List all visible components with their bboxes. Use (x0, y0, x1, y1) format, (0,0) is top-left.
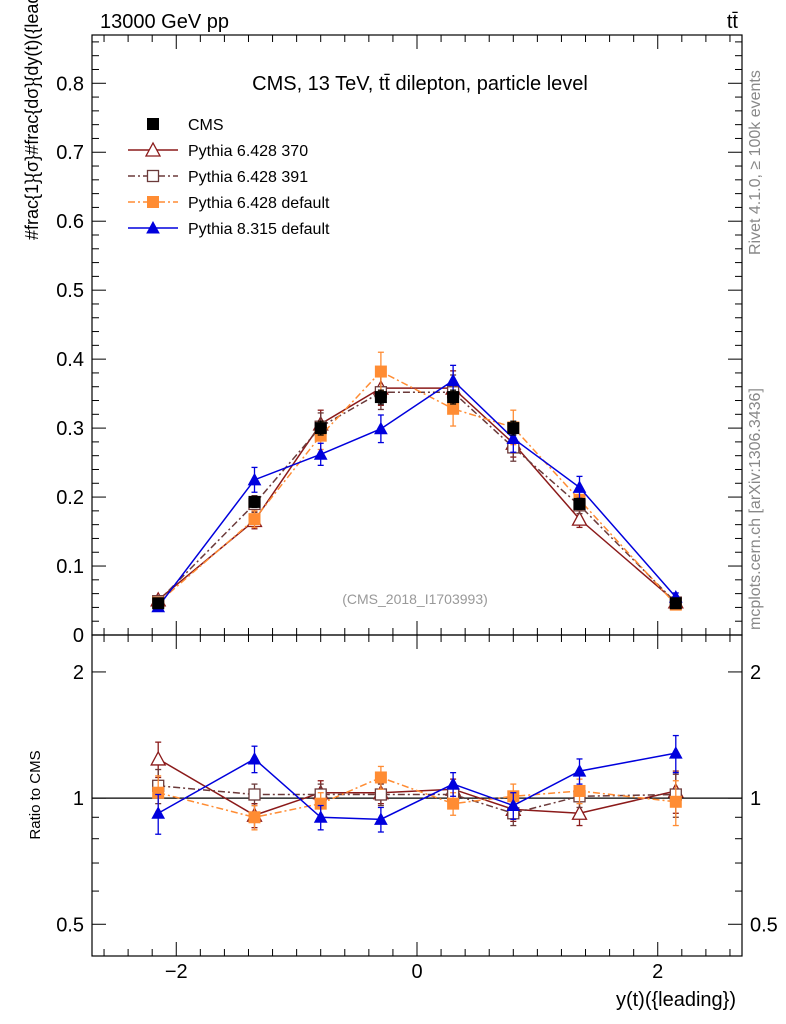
series-pythia-8-315-default (151, 364, 683, 613)
ratio-tick-label-right: 0.5 (750, 914, 778, 936)
marker-pythia-8-315-default (446, 373, 460, 387)
series-pythia-8-315-default (151, 734, 683, 835)
marker-pythia-8-315-default (572, 764, 587, 777)
analysis-watermark: (CMS_2018_I1703993) (342, 591, 488, 607)
ratio-tick-label: 1 (73, 788, 84, 810)
y-tick-label: 0 (73, 625, 84, 647)
legend-label-pythia-6-428-default: Pythia 6.428 default (188, 195, 330, 212)
y-tick-label: 0.7 (56, 142, 84, 164)
marker-pythia-8-315-default (446, 777, 460, 790)
marker-pythia-8-315-default (151, 806, 166, 819)
y-tick-label: 0.5 (56, 280, 84, 302)
series-line-pythia-8-315-default (157, 379, 677, 608)
series-cms (152, 389, 682, 610)
series-pythia-6-428-370 (150, 741, 684, 829)
marker-pythia-8-315-default (313, 447, 328, 460)
y-tick-label: 0.2 (56, 487, 84, 509)
marker-cms (314, 422, 327, 435)
axis-ticks: −2 0 2 0 0.1 0.2 0.3 0.4 0.5 0.6 0.7 0.8 0.5 0.5 1 1 2 2 (56, 35, 778, 983)
y-tick-label: 0.6 (56, 211, 84, 233)
marker-pythia-6-428-370 (571, 804, 588, 820)
marker-pythia-6-428-default (248, 811, 261, 824)
marker-pythia-6-428-default (248, 513, 261, 526)
marker-pythia-8-315-default (313, 810, 328, 823)
marker-cms (507, 422, 520, 435)
marker-pythia-6-428-default (669, 795, 682, 808)
x-tick-label: −2 (165, 961, 188, 983)
marker-pythia-8-315-default (374, 421, 388, 435)
y-tick-label: 0.8 (56, 73, 84, 95)
marker-pythia-6-428-391 (248, 788, 261, 801)
marker-cms (669, 597, 682, 610)
x-axis-label: y(t)({leading}) (616, 989, 736, 1011)
x-tick-label: 2 (652, 961, 663, 983)
marker-pythia-8-315-default (506, 431, 521, 444)
marker-pythia-6-428-370 (571, 510, 588, 526)
legend-marker-pythia-6-428-370 (144, 141, 162, 157)
marker-pythia-6-428-default (374, 771, 387, 784)
main-series-layer (150, 351, 684, 613)
y-tick-label: 0.1 (56, 556, 84, 578)
mcplots-label: mcplots.cern.ch [arXiv:1306.3436] (747, 388, 764, 630)
legend-label-pythia-6-428-391: Pythia 6.428 391 (188, 169, 308, 186)
y-axis-label: #frac{1}{σ}#frac{dσ}{dy(t)({leading})} (22, 0, 42, 240)
series-pythia-6-428-391 (152, 374, 682, 609)
marker-pythia-6-428-default (573, 784, 586, 797)
legend-marker-cms (147, 118, 159, 130)
series-line-pythia-6-428-default (157, 370, 677, 606)
marker-pythia-8-315-default (668, 746, 683, 759)
legend-label-cms: CMS (188, 117, 224, 134)
marker-cms (573, 497, 586, 510)
series-line-pythia-6-428-391 (158, 785, 676, 815)
ratio-axis-label: Ratio to CMS (27, 750, 44, 839)
marker-pythia-6-428-default (447, 402, 460, 415)
marker-pythia-6-428-370 (150, 750, 167, 766)
series-line-pythia-6-428-default (158, 776, 676, 819)
series-line-pythia-6-428-370 (157, 387, 677, 603)
marker-pythia-8-315-default (247, 472, 262, 486)
marker-cms (248, 495, 261, 508)
x-tick-label: 0 (411, 961, 422, 983)
legend-label-pythia-6-428-370: Pythia 6.428 370 (188, 143, 308, 160)
marker-pythia-6-428-default (447, 797, 460, 810)
marker-cms (152, 597, 165, 610)
marker-cms (447, 391, 460, 404)
legend-marker-pythia-6-428-default (147, 196, 159, 208)
legend-marker-pythia-8-315-default (146, 220, 160, 234)
marker-pythia-6-428-default (374, 365, 387, 378)
rivet-version-label: Rivet 4.1.0, ≥ 100k events (747, 70, 764, 255)
marker-pythia-8-315-default (506, 798, 521, 812)
marker-cms (374, 391, 387, 404)
chart-title: CMS, 13 TeV, tt̄ dilepton, particle leve… (252, 73, 588, 95)
series-pythia-6-428-370 (150, 370, 684, 609)
process-label: tt̄ (727, 11, 739, 33)
series-line-pythia-6-428-391 (157, 391, 677, 604)
y-tick-label: 0.3 (56, 418, 84, 440)
series-pythia-6-428-default (152, 765, 682, 831)
series-line-pythia-8-315-default (157, 752, 676, 821)
legend-marker-pythia-6-428-391 (146, 169, 160, 183)
ratio-tick-label-right: 1 (750, 788, 761, 810)
marker-pythia-8-315-default (374, 812, 388, 825)
ratio-tick-label: 2 (73, 662, 84, 684)
legend-label-pythia-8-315-default: Pythia 8.315 default (188, 221, 330, 238)
ratio-tick-label: 0.5 (56, 914, 84, 936)
ratio-tick-label-right: 2 (750, 662, 761, 684)
series-pythia-6-428-default (152, 351, 682, 611)
legend: CMS Pythia 6.428 370 Pythia 6.428 391 Pythi… (128, 117, 330, 238)
ratio-series-layer (150, 734, 684, 835)
energy-label: 13000 GeV pp (100, 11, 229, 33)
y-tick-label: 0.4 (56, 349, 84, 371)
marker-pythia-6-428-391 (374, 788, 388, 801)
marker-pythia-8-315-default (572, 480, 587, 493)
marker-pythia-8-315-default (247, 751, 262, 765)
